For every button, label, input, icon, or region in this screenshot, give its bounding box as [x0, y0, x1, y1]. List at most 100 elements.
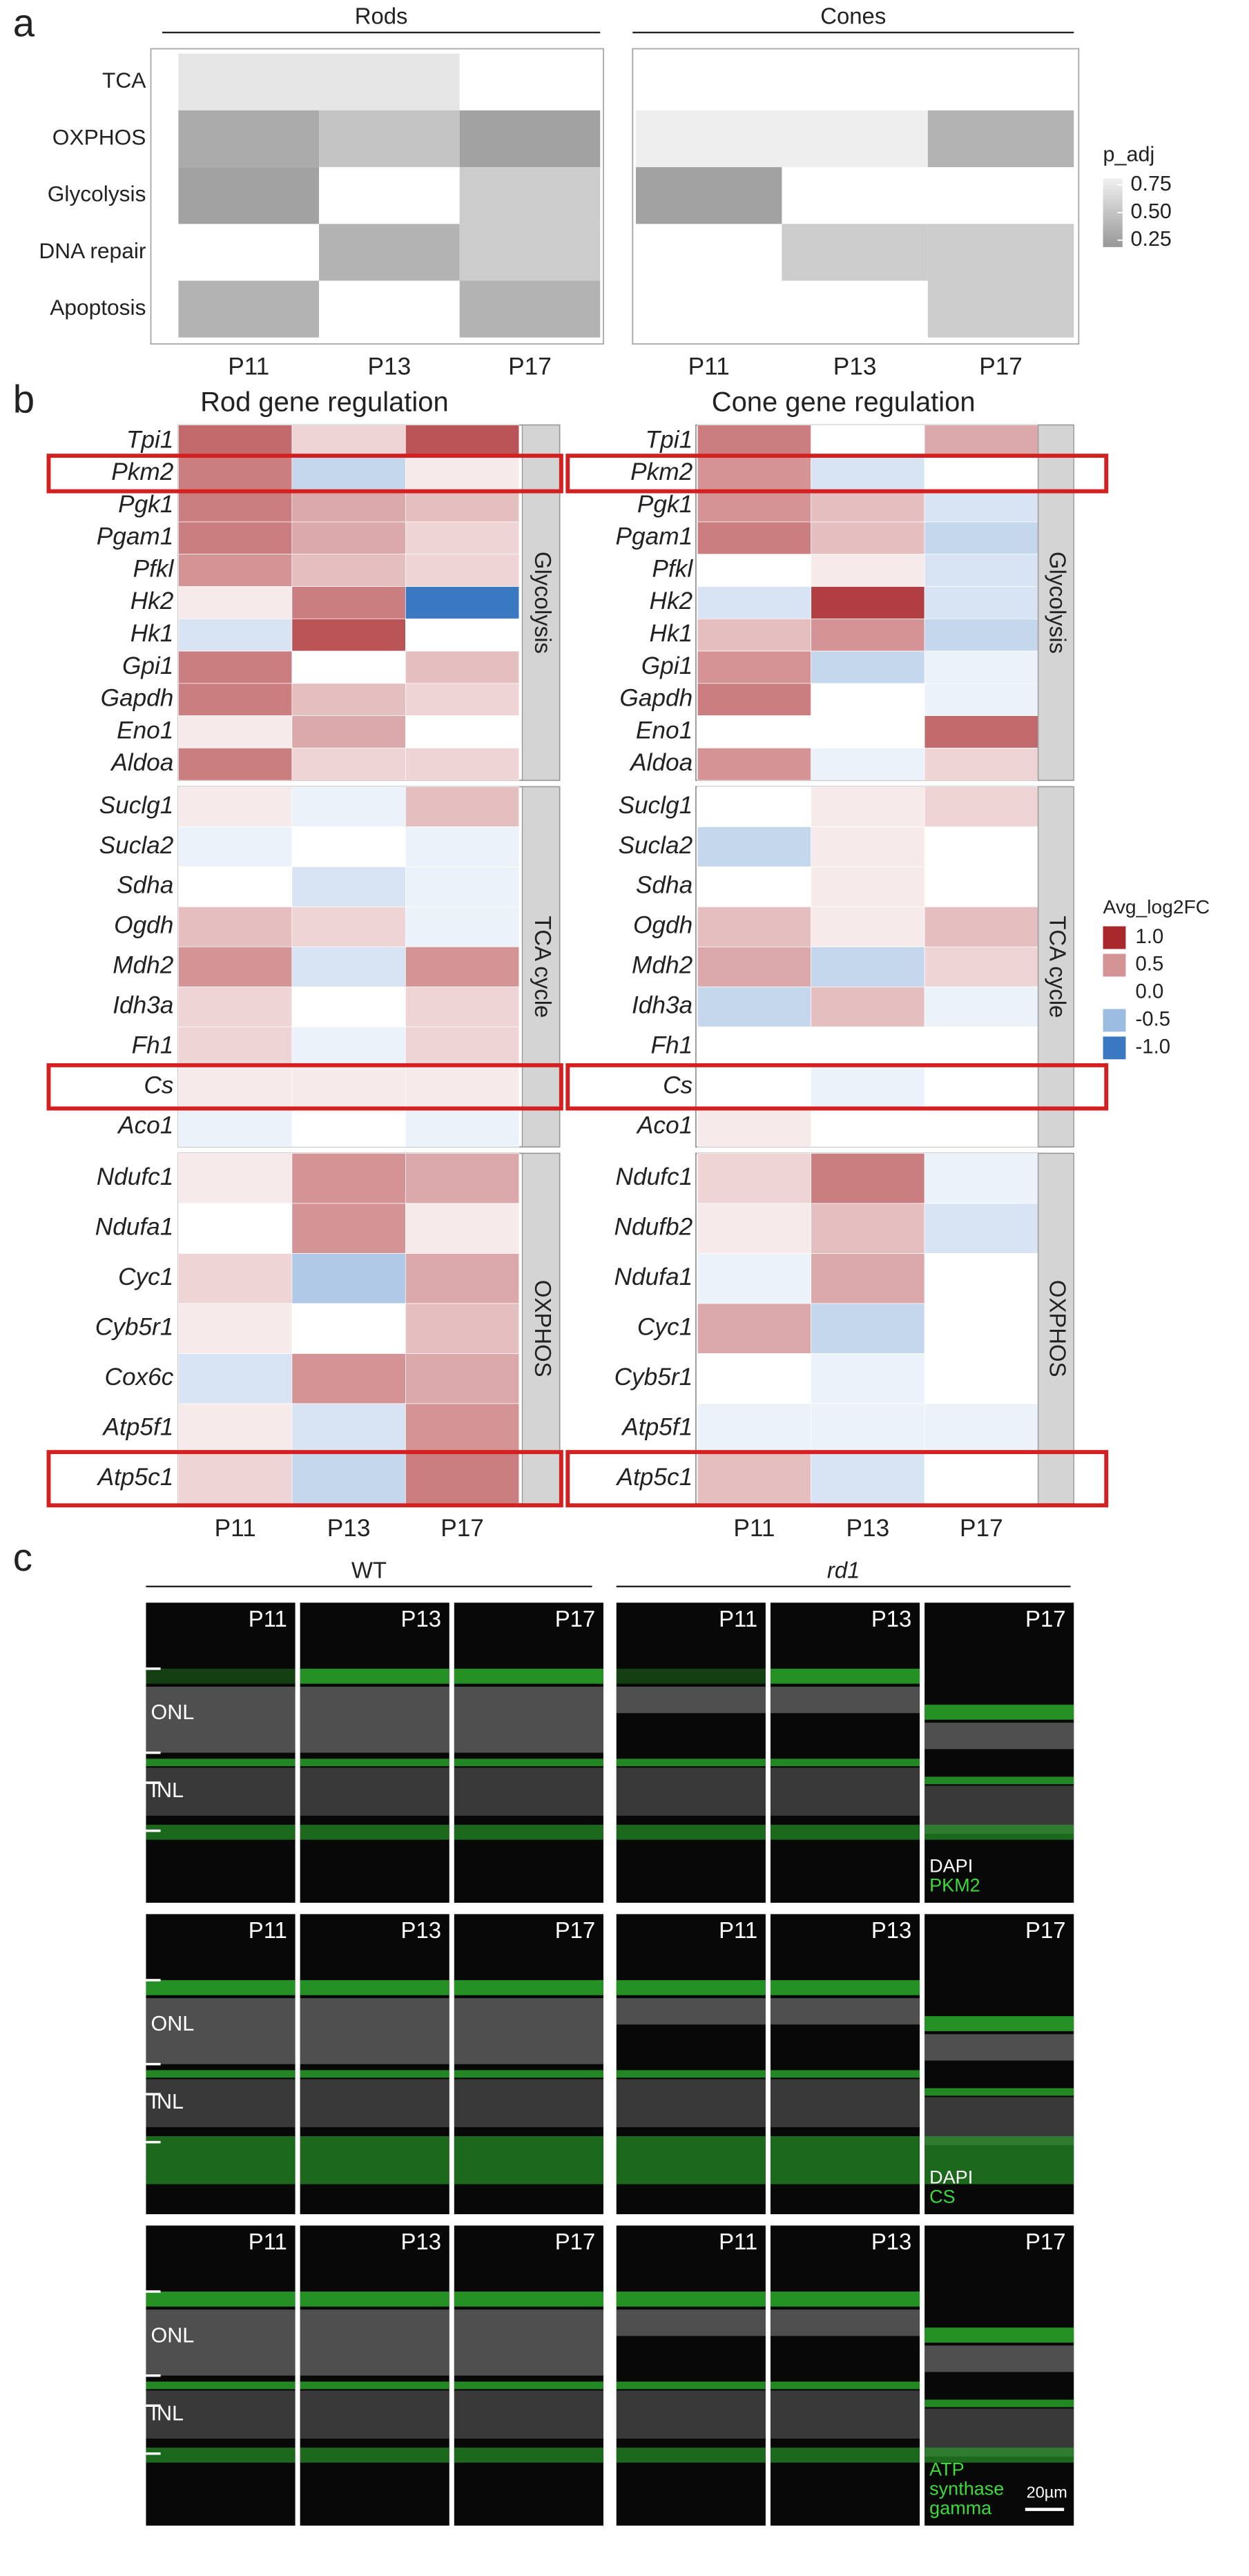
heat-cell: [178, 1453, 293, 1504]
colorbar-step: [1103, 188, 1123, 193]
heat-cell: [924, 618, 1038, 652]
green-band: [146, 2070, 296, 2078]
gene-label: Pgam1: [97, 523, 174, 550]
layer-label: ONL: [151, 1701, 194, 1724]
colorbar-key: [1103, 1009, 1126, 1032]
heat-cell: [697, 748, 812, 781]
gene-label: Atp5c1: [615, 1464, 693, 1491]
heat-cell: [178, 1153, 293, 1204]
heat-cell: [291, 1066, 406, 1107]
layer-label: ONL: [151, 2323, 194, 2347]
onl-band: [146, 2309, 296, 2376]
colorbar-step: [1103, 240, 1123, 244]
colorbar-step: [1103, 178, 1123, 183]
timepoint-label: P11: [719, 1917, 757, 1943]
green-band: [924, 2327, 1074, 2343]
green-band: [146, 2292, 296, 2307]
green-band: [924, 2016, 1074, 2031]
heat-cell: [924, 1403, 1038, 1454]
chart-title: Cone gene regulation: [712, 387, 976, 418]
heat-cell: [405, 1153, 520, 1204]
heat-cell: [178, 457, 293, 490]
col-label: P17: [508, 354, 552, 380]
green-band: [616, 1979, 766, 1995]
heat-cell: [697, 866, 812, 907]
colorbar-step: [1103, 199, 1123, 203]
onl-band: [924, 2034, 1074, 2061]
colorbar-tick-label: 0.0: [1136, 980, 1164, 1003]
timepoint-label: P17: [555, 1606, 595, 1631]
timepoint-label: P11: [249, 2229, 287, 2254]
heat-cell: [291, 986, 406, 1027]
gene-label: Gapdh: [101, 685, 174, 712]
onl-band: [770, 2309, 920, 2336]
gene-label: Sucla2: [99, 832, 174, 859]
green-band: [454, 2381, 603, 2390]
inl-band: [300, 2390, 449, 2439]
green-band: [770, 1824, 920, 1840]
stain-label: synthase: [929, 2479, 1004, 2499]
heat-cell: [291, 1353, 406, 1404]
gene-label: Aco1: [636, 1112, 693, 1139]
highlight-box: [565, 1063, 1109, 1111]
heat-cell: [924, 986, 1038, 1027]
green-band: [454, 2136, 603, 2185]
heat-cell: [291, 650, 406, 684]
highlight-box: [565, 454, 1109, 494]
gene-label: Hk1: [130, 620, 174, 647]
heat-cell: [405, 1453, 520, 1504]
gene-label: Aldoa: [110, 749, 173, 776]
heat-cell: [924, 1066, 1038, 1107]
green-band: [616, 2136, 766, 2185]
green-band: [924, 2448, 1074, 2463]
green-band: [300, 1824, 449, 1840]
heat-cell: [697, 650, 812, 684]
colorbar-tick-label: 1.0: [1136, 925, 1164, 948]
gene-label: Aldoa: [629, 749, 693, 776]
heat-cell: [811, 1453, 925, 1504]
onl-band: [616, 2309, 766, 2336]
timepoint-label: P13: [401, 2229, 442, 2254]
heat-cell: [291, 826, 406, 867]
colorbar-step: [1103, 182, 1123, 186]
panel-label: b: [13, 378, 35, 421]
green-band: [146, 1824, 296, 1840]
heat-cell: [178, 866, 293, 907]
gene-label: Suclg1: [618, 792, 693, 819]
heat-cell: [697, 1153, 812, 1204]
heat-cell: [924, 786, 1038, 827]
heat-cell: [291, 618, 406, 652]
inl-band: [146, 2390, 296, 2439]
onl-band: [616, 1686, 766, 1714]
timepoint-label: P11: [719, 2229, 757, 2254]
heat-cell: [635, 110, 782, 168]
green-band: [924, 1824, 1074, 1840]
colorbar-step: [1103, 219, 1123, 224]
row-label: Apoptosis: [50, 295, 146, 320]
timepoint-label: P17: [555, 2229, 595, 2254]
heat-cell: [811, 947, 925, 987]
heat-cell: [291, 1253, 406, 1304]
gene-label: Eno1: [636, 717, 693, 744]
gene-label: Hk1: [650, 620, 693, 647]
onl-band: [300, 1998, 449, 2064]
heat-cell: [811, 748, 925, 781]
heat-cell: [811, 683, 925, 716]
heat-cell: [405, 1106, 520, 1147]
heat-cell: [811, 1353, 925, 1404]
heat-cell: [924, 1253, 1038, 1304]
heat-cell: [291, 521, 406, 555]
colorbar-title: p_adj: [1103, 143, 1155, 166]
micrograph: [616, 2225, 766, 2526]
stain-label: gamma: [929, 2498, 992, 2519]
inl-band: [616, 2079, 766, 2127]
colorbar-step: [1103, 236, 1123, 241]
heat-cell: [178, 425, 293, 458]
heat-cell: [811, 907, 925, 947]
heat-cell: [178, 1303, 293, 1354]
heat-cell: [178, 907, 293, 947]
heat-cell: [405, 1026, 520, 1067]
heat-cell: [924, 425, 1038, 458]
colorbar-step: [1103, 226, 1123, 231]
green-band: [770, 1668, 920, 1684]
